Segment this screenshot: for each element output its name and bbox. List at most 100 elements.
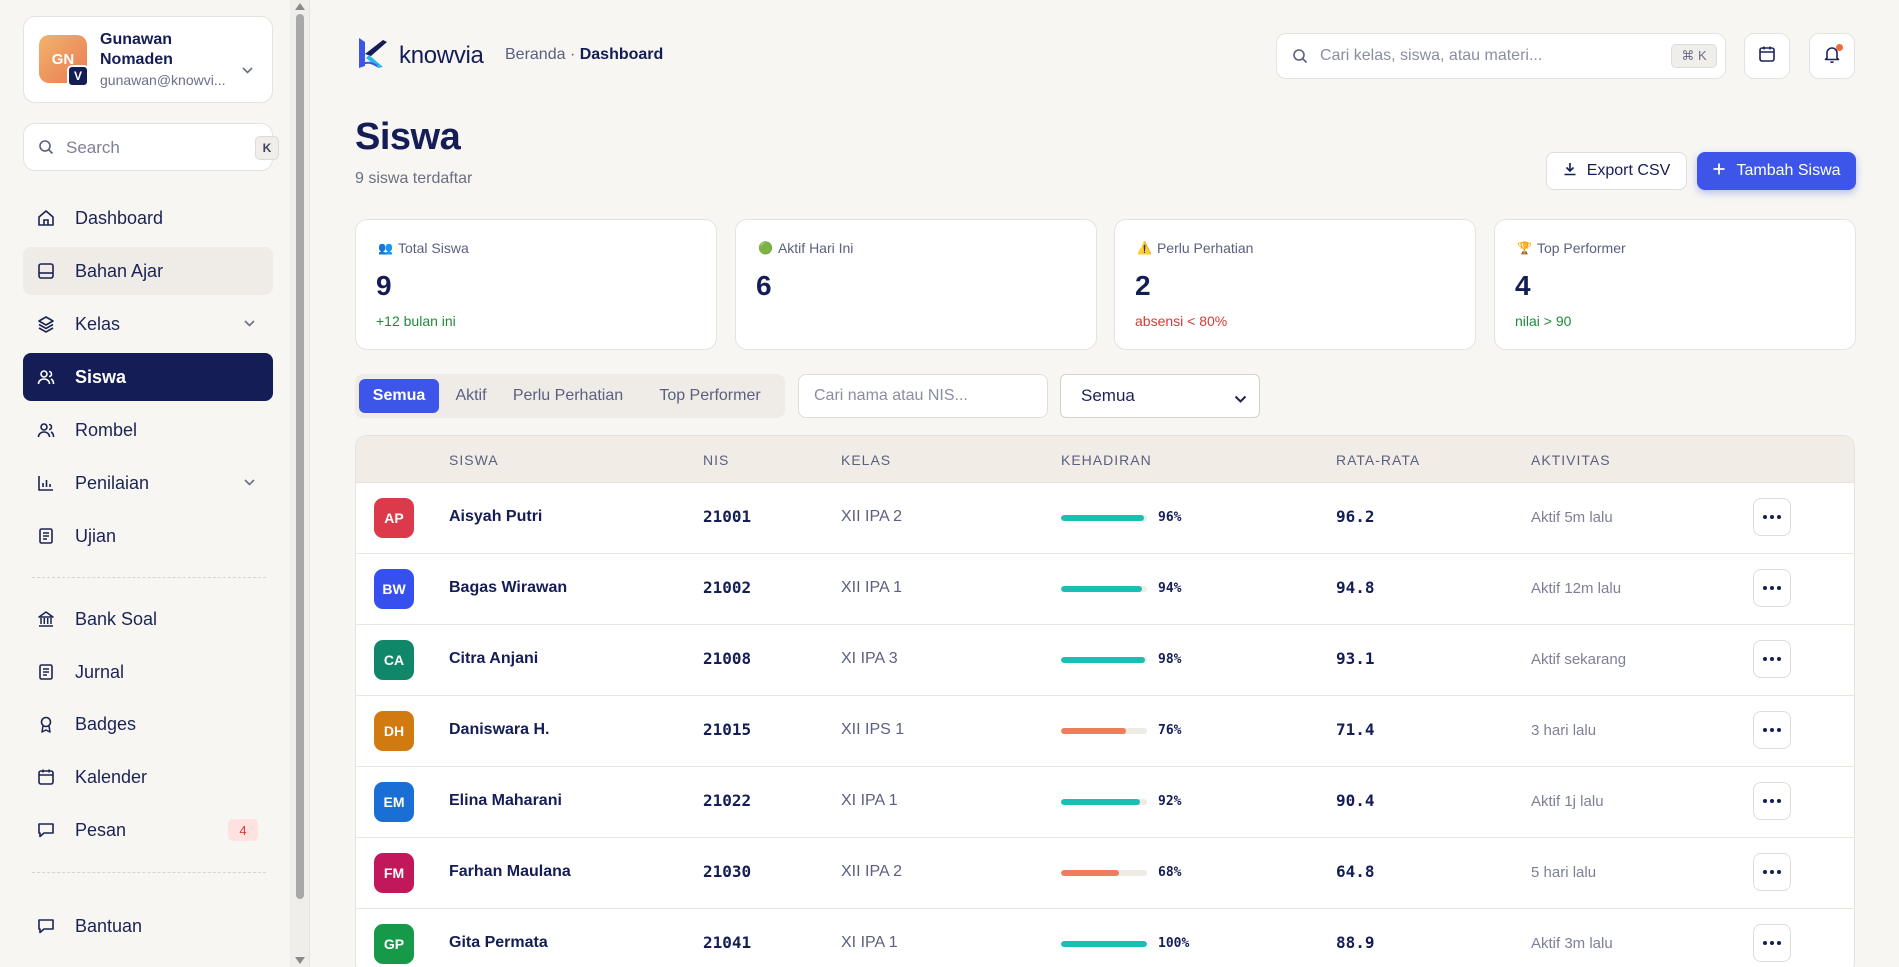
tab-aktif[interactable]: Aktif xyxy=(455,387,487,404)
student-name[interactable]: Bagas Wirawan xyxy=(449,579,568,596)
sidebar-divider xyxy=(32,872,266,873)
export-csv-button[interactable]: Export CSV xyxy=(1546,152,1687,190)
more-icon xyxy=(1763,586,1781,590)
column-header[interactable]: SISWA xyxy=(449,452,499,468)
scroll-thumb[interactable] xyxy=(296,14,304,899)
sidebar-scrollbar[interactable] xyxy=(290,0,310,967)
award-icon xyxy=(37,715,55,733)
sidebar-item-penilaian[interactable]: Penilaian xyxy=(23,459,273,507)
scroll-down-arrow[interactable] xyxy=(295,957,305,964)
sidebar-item-bank-soal[interactable]: Bank Soal xyxy=(23,595,273,643)
attendance-bar-fill xyxy=(1061,870,1120,876)
tab-perlu-perhatian[interactable]: Perlu Perhatian xyxy=(512,387,624,404)
sidebar-item-pesan[interactable]: Pesan 4 xyxy=(23,806,273,854)
row-actions-button[interactable] xyxy=(1753,924,1791,962)
student-name[interactable]: Gita Permata xyxy=(449,934,548,951)
student-nis: 21030 xyxy=(703,862,752,881)
attendance-bar xyxy=(1061,586,1147,592)
profile-email: gunawan@knowvi... xyxy=(100,72,226,88)
activity-status: Aktif sekarang xyxy=(1531,651,1627,668)
sidebar-item-label: Kelas xyxy=(75,313,121,334)
stat-value: 6 xyxy=(756,270,772,301)
sidebar-item-dashboard[interactable]: Dashboard xyxy=(23,194,273,242)
row-actions-button[interactable] xyxy=(1753,853,1791,891)
row-actions-button[interactable] xyxy=(1753,498,1791,536)
sidebar-item-label: Pesan xyxy=(75,819,127,840)
attendance-bar-fill xyxy=(1061,728,1127,734)
sidebar-item-ujian[interactable]: Ujian xyxy=(23,512,273,560)
attendance-bar xyxy=(1061,870,1147,876)
attendance-percent: 92% xyxy=(1158,794,1182,809)
student-nis: 21008 xyxy=(703,649,752,668)
group-icon xyxy=(37,421,55,439)
row-actions-button[interactable] xyxy=(1753,782,1791,820)
table-row[interactable]: DH Daniswara H. 21015 XII IPS 1 76% 71.4 3 har… xyxy=(356,696,1854,767)
student-name[interactable]: Citra Anjani xyxy=(449,650,539,667)
chevron-down-icon xyxy=(244,475,255,489)
sidebar-search[interactable]: Search K xyxy=(23,123,279,171)
table-row[interactable]: GP Gita Permata 21041 XI IPA 1 100% 88.9 Aktif… xyxy=(356,909,1854,967)
profile-switcher[interactable]: GN V Gunawan Nomaden gunawan@knowvi... xyxy=(23,16,273,103)
column-header[interactable]: KEHADIRAN xyxy=(1061,452,1152,468)
attendance-percent: 68% xyxy=(1158,865,1182,880)
stat-note: nilai > 90 xyxy=(1515,313,1572,329)
app-logo[interactable]: knowvia xyxy=(355,36,484,75)
table-header: SISWA NIS KELAS KEHADIRAN RATA-RATA AKTI… xyxy=(356,436,1854,483)
attendance-bar-fill xyxy=(1061,515,1144,521)
student-name[interactable]: Aisyah Putri xyxy=(449,508,543,525)
table-row[interactable]: CA Citra Anjani 21008 XI IPA 3 98% 93.1 Aktif … xyxy=(356,625,1854,696)
add-student-button[interactable]: Tambah Siswa xyxy=(1697,152,1856,190)
sidebar-search-input[interactable]: Search xyxy=(66,138,120,157)
sidebar-item-bantuan[interactable]: Bantuan xyxy=(23,902,273,950)
student-name[interactable]: Farhan Maulana xyxy=(449,863,571,880)
sidebar-item-bahan-ajar[interactable]: Bahan Ajar xyxy=(23,247,273,295)
calendar-button[interactable] xyxy=(1744,33,1790,79)
table-row[interactable]: AP Aisyah Putri 21001 XII IPA 2 96% 96.2 Aktif… xyxy=(356,483,1854,554)
attendance-percent: 98% xyxy=(1158,652,1182,667)
sidebar: GN V Gunawan Nomaden gunawan@knowvi... S… xyxy=(0,0,290,967)
attendance-percent: 96% xyxy=(1158,510,1182,525)
table-row[interactable]: EM Elina Maharani 21022 XI IPA 1 92% 90.4 Akti… xyxy=(356,767,1854,838)
breadcrumb-current: Dashboard xyxy=(579,46,664,63)
sidebar-item-kelas[interactable]: Kelas xyxy=(23,300,273,348)
student-search-input[interactable]: Cari nama atau NIS... xyxy=(798,374,1048,418)
row-actions-button[interactable] xyxy=(1753,640,1791,678)
row-actions-button[interactable] xyxy=(1753,711,1791,749)
bell-icon xyxy=(1823,45,1841,68)
notification-dot xyxy=(1836,44,1843,51)
table-row[interactable]: BW Bagas Wirawan 21002 XII IPA 1 94% 94.8 Akti… xyxy=(356,554,1854,625)
global-search-input[interactable]: Cari kelas, siswa, atau materi... xyxy=(1320,47,1543,64)
breadcrumb-root[interactable]: Beranda · xyxy=(505,46,576,63)
tab-semua[interactable]: Semua xyxy=(359,379,439,413)
column-header[interactable]: RATA-RATA xyxy=(1336,452,1421,468)
row-actions-button[interactable] xyxy=(1753,569,1791,607)
more-icon xyxy=(1763,728,1781,732)
workspace-badge: V xyxy=(67,65,89,87)
help-icon xyxy=(37,917,55,935)
sidebar-item-badges[interactable]: Badges xyxy=(23,700,273,748)
student-name[interactable]: Elina Maharani xyxy=(449,792,562,809)
student-nis: 21022 xyxy=(703,791,752,810)
table-row[interactable]: FM Farhan Maulana 21030 XII IPA 2 68% 64.8 5 h… xyxy=(356,838,1854,909)
sidebar-item-jurnal[interactable]: Jurnal xyxy=(23,648,273,696)
column-header[interactable]: AKTIVITAS xyxy=(1531,452,1611,468)
avatar: AP xyxy=(374,498,414,538)
stat-label: 🟢 Aktif Hari Ini xyxy=(758,240,854,256)
column-header[interactable]: KELAS xyxy=(841,452,892,468)
tab-top-performer[interactable]: Top Performer xyxy=(659,387,761,404)
home-icon xyxy=(37,209,55,227)
sidebar-item-rombel[interactable]: Rombel xyxy=(23,406,273,454)
column-header[interactable]: NIS xyxy=(703,452,730,468)
plus-icon xyxy=(1712,162,1726,181)
sidebar-item-kalender[interactable]: Kalender xyxy=(23,753,273,801)
student-name[interactable]: Daniswara H. xyxy=(449,721,550,738)
search-icon xyxy=(1292,48,1308,69)
global-search[interactable]: Cari kelas, siswa, atau materi... ⌘ K xyxy=(1276,33,1726,79)
activity-status: Aktif 5m lalu xyxy=(1531,509,1613,526)
more-icon xyxy=(1763,941,1781,945)
calendar-icon xyxy=(1758,45,1776,68)
class-filter-select[interactable]: Semua xyxy=(1060,374,1260,418)
sidebar-item-siswa[interactable]: Siswa xyxy=(23,353,273,401)
scroll-up-arrow[interactable] xyxy=(295,3,305,10)
notifications-button[interactable] xyxy=(1809,33,1855,79)
